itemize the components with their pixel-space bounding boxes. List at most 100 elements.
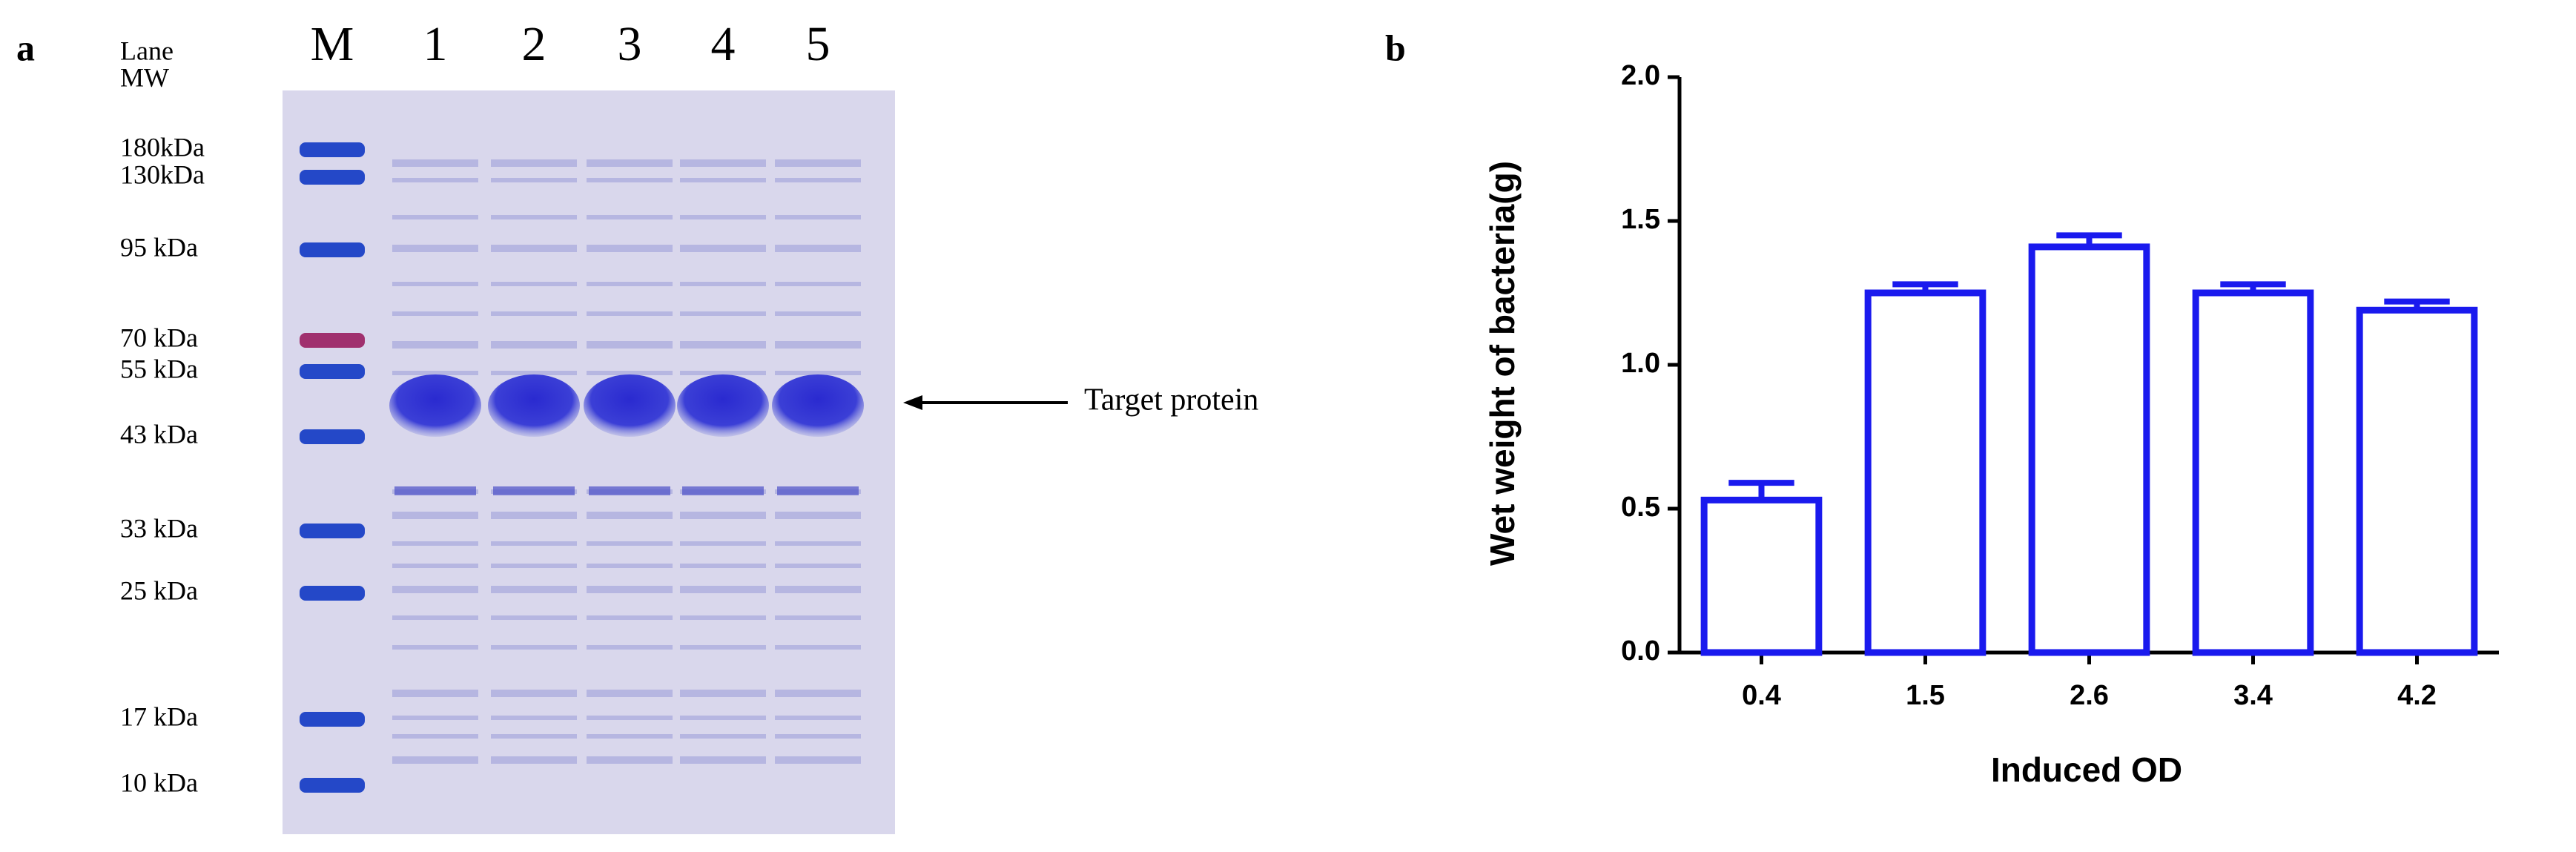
gel-band [392,716,478,720]
lane-header: Lane [120,36,174,65]
bar [2028,243,2150,656]
y-tick-label: 0.5 [1621,492,1660,523]
gel-band [491,371,577,375]
marker-label: 25 kDa [120,575,198,605]
x-axis-title: Induced OD [1991,750,2182,789]
gel-band [587,756,673,764]
ladder-band [300,586,365,601]
gel-band [587,512,673,519]
gel-band [777,486,859,495]
gel-band [491,541,577,546]
gel-band [587,615,673,620]
y-tick-label: 1.5 [1621,204,1660,235]
ladder-band [300,712,365,727]
gel-band [680,159,766,167]
gel-lanes [300,142,864,793]
gel-band [392,756,478,764]
x-tick-label: 2.6 [2070,680,2109,711]
gel-band [392,371,478,375]
bar [2192,289,2314,656]
gel-band [680,716,766,720]
gel-band [587,690,673,697]
gel-band [587,716,673,720]
gel-band [587,541,673,546]
gel-band [493,486,575,495]
ladder-band [300,333,365,348]
gel-band [587,178,673,182]
lane-label: M [311,17,354,71]
gel-band [392,341,478,349]
gel-band [775,512,861,519]
gel-band [491,215,577,219]
bar [2356,306,2478,656]
gel-band [491,245,577,252]
gel-band [680,311,766,316]
target-band [488,374,580,437]
gel-band [587,159,673,167]
annotation: Target protein [1084,383,1258,417]
y-axis-title: Wet weight of bacteria(g) [1483,161,1522,566]
gel-band [775,586,861,593]
arrow-head [903,395,922,410]
gel-band [680,245,766,252]
gel-band [392,178,478,182]
x-tick-label: 0.4 [1742,680,1781,711]
gel-band [394,486,476,495]
gel-band [682,486,764,495]
ladder-band [300,364,365,379]
target-band [772,374,864,437]
marker-label: 17 kDa [120,701,198,731]
gel-band [392,690,478,697]
gel-band [587,564,673,568]
ladder-band [300,170,365,185]
gel-band [392,215,478,219]
bar [1864,289,1987,656]
gel-band [775,245,861,252]
ladder-band [300,524,365,538]
gel-band [775,541,861,546]
y-tick-label: 0.0 [1621,635,1660,667]
gel-band [775,645,861,650]
ladder-band [300,242,365,257]
marker-label: 33 kDa [120,513,198,543]
gel-band [680,512,766,519]
gel-image [283,90,895,834]
gel-band [392,564,478,568]
gel-band [680,756,766,764]
ladder-band [300,429,365,444]
error-bar [1728,480,1794,501]
lane-label: 3 [618,17,642,71]
gel-band [587,311,673,316]
gel-band [392,586,478,593]
gel-band [680,615,766,620]
gel-band [680,282,766,286]
gel-band [491,512,577,519]
gel-band [775,215,861,219]
marker-label: 10 kDa [120,767,198,797]
gel-band [392,645,478,650]
gel-band [491,311,577,316]
gel-band [680,341,766,349]
error-bar [2056,232,2122,247]
lane-label: 4 [711,17,736,71]
panel-label: a [16,27,35,68]
gel-band [680,564,766,568]
y-tick-label: 2.0 [1621,60,1660,91]
gel-band [775,564,861,568]
gel-band [680,178,766,182]
gel-band [775,734,861,739]
gel-band [491,341,577,349]
gel-band [775,178,861,182]
gel-band [491,716,577,720]
gel-band [775,159,861,167]
gel-band [491,756,577,764]
gel-band [392,541,478,546]
gel-band [491,282,577,286]
gel-band [491,159,577,167]
gel-band [587,341,673,349]
marker-label: 130kDa [120,159,205,189]
gel-band [392,615,478,620]
gel-band [680,215,766,219]
gel-band [775,756,861,764]
